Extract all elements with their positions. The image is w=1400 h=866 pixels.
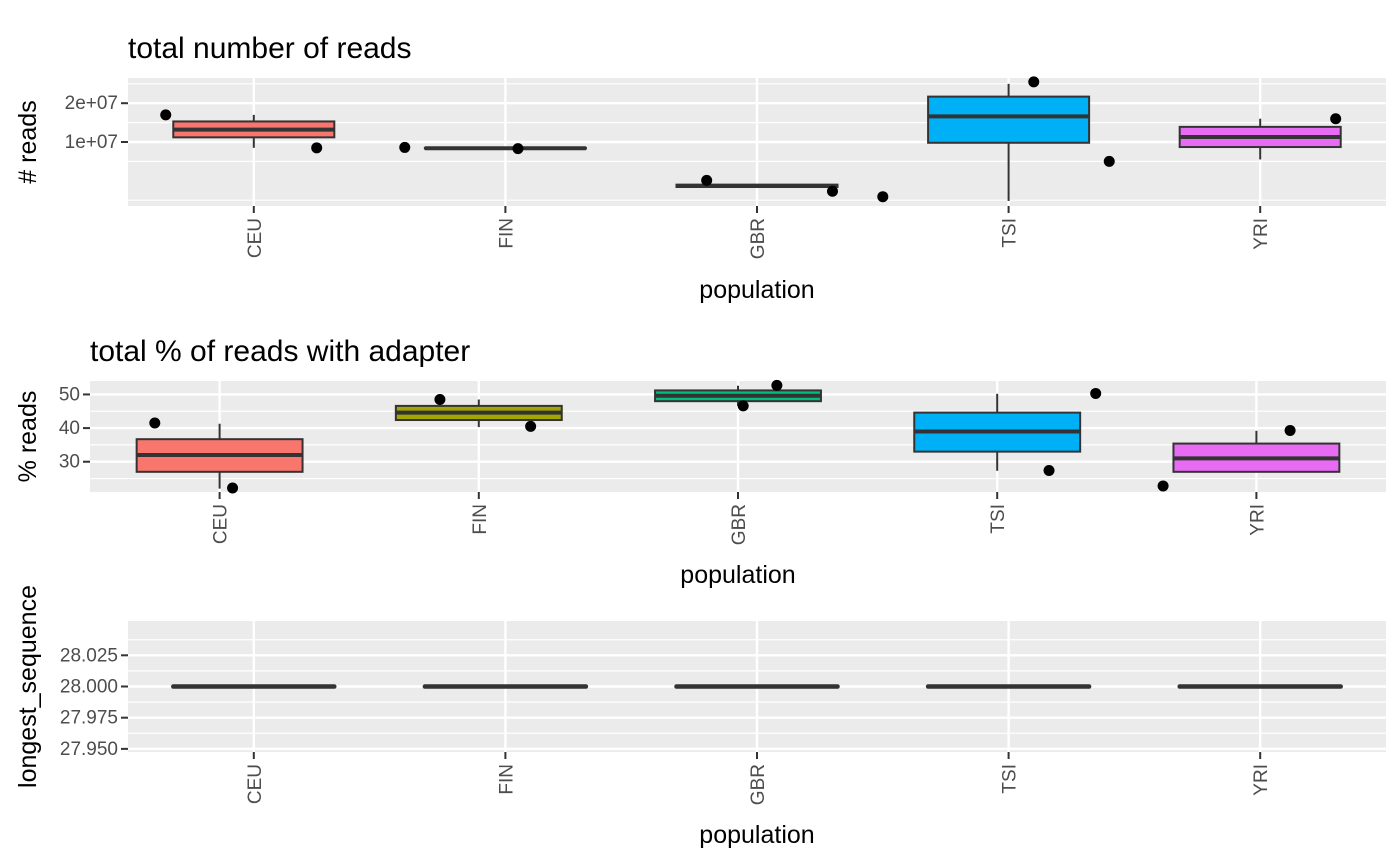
data-point xyxy=(1330,113,1342,125)
data-point xyxy=(160,109,172,121)
y-tick-label: 2e+07 xyxy=(65,93,118,114)
x-tick-label: YRI xyxy=(1251,218,1272,250)
x-tick-label: CEU xyxy=(245,764,266,804)
box-ceu xyxy=(135,423,304,489)
box-fin xyxy=(423,146,587,151)
panel-2: 30 40 50 CEU FIN GBR TSI YRI total % of reads wi… xyxy=(14,335,1386,589)
data-point xyxy=(1284,424,1296,436)
y-axis-title: % reads xyxy=(14,391,42,483)
y-tick-label: 27.950 xyxy=(60,739,118,760)
box-tsi xyxy=(927,83,1091,201)
data-point xyxy=(434,394,446,405)
x-tick-label: TSI xyxy=(1000,764,1021,794)
y-tick-label: 50 xyxy=(59,384,80,405)
x-tick-label: FIN xyxy=(470,504,491,535)
x-axis-title: population xyxy=(699,821,814,849)
data-point xyxy=(1043,464,1055,476)
y-tick-label: 28.025 xyxy=(60,645,118,666)
x-tick-label: CEU xyxy=(211,504,232,544)
y-tick-label: 28.000 xyxy=(60,677,118,698)
box-yri xyxy=(1178,118,1342,160)
y-tick-label: 27.975 xyxy=(60,708,118,729)
data-point xyxy=(227,482,239,494)
x-tick-label: GBR xyxy=(748,764,769,805)
data-point xyxy=(311,142,323,154)
data-point xyxy=(149,417,161,429)
data-point xyxy=(525,420,537,432)
box-gbr xyxy=(654,385,822,406)
data-point xyxy=(1103,155,1115,167)
x-tick-label: TSI xyxy=(1000,218,1021,248)
box-gbr xyxy=(675,183,839,188)
data-point xyxy=(512,143,524,155)
data-point xyxy=(1157,480,1169,492)
panel-3: 27.950 27.975 28.000 28.025 CEU FIN GBR TSI YRI p… xyxy=(14,585,1386,849)
data-point xyxy=(877,191,889,203)
box-tsi xyxy=(913,393,1082,471)
y-tick-label: 30 xyxy=(59,452,80,473)
box-body xyxy=(927,95,1091,144)
box-fin xyxy=(394,399,563,428)
data-point xyxy=(701,174,713,186)
data-point xyxy=(771,379,783,391)
x-tick-label: YRI xyxy=(1251,764,1272,796)
x-axis-title: population xyxy=(699,276,814,304)
x-tick-label: GBR xyxy=(748,218,769,259)
y-tick-label: 40 xyxy=(59,418,80,439)
plot-title: total number of reads xyxy=(128,32,412,65)
box-yri xyxy=(1172,430,1341,473)
x-tick-label: CEU xyxy=(245,218,266,258)
data-point xyxy=(1028,76,1040,88)
data-point xyxy=(1090,387,1102,399)
y-axis-title: # reads xyxy=(14,100,42,183)
data-point xyxy=(737,400,749,412)
x-axis-title: population xyxy=(680,561,795,589)
x-tick-label: YRI xyxy=(1247,504,1268,536)
x-tick-label: FIN xyxy=(496,764,517,795)
x-tick-label: GBR xyxy=(729,504,750,545)
panel-1: 1e+07 2e+07 CEU FIN GBR TSI YRI total number of… xyxy=(14,32,1386,304)
data-point xyxy=(399,141,411,153)
plot-title: total % of reads with adapter xyxy=(90,335,470,368)
data-point xyxy=(826,185,838,197)
x-tick-label: FIN xyxy=(496,218,517,249)
x-tick-label: TSI xyxy=(988,504,1009,534)
box-ceu xyxy=(172,114,336,148)
y-tick-label: 1e+07 xyxy=(65,132,118,153)
y-axis-title: longest_sequence xyxy=(14,585,42,788)
